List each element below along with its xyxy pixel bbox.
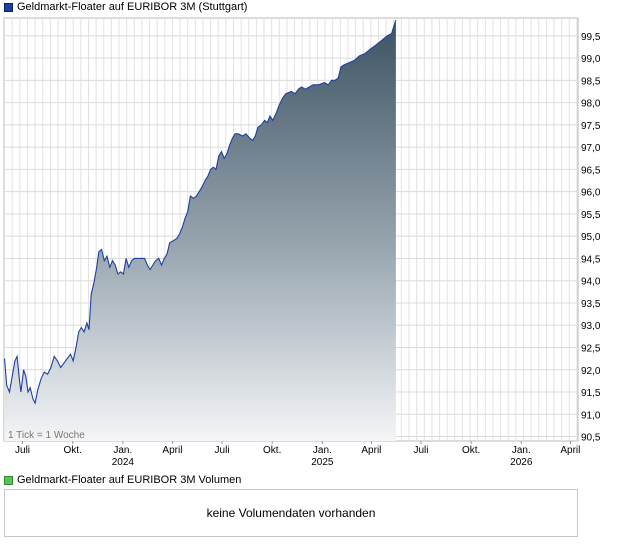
x-tick-label: Jan. <box>313 445 332 456</box>
price-line <box>3 20 397 405</box>
tick-interval-note: 1 Tick = 1 Woche <box>8 430 85 441</box>
price-legend-label: Geldmarkt-Floater auf EURIBOR 3M (Stuttg… <box>17 1 248 13</box>
volume-panel: keine Volumendaten vorhanden <box>4 489 578 537</box>
price-legend-swatch <box>4 2 13 12</box>
y-axis-labels: 90,5 91,0 91,5 92,0 92,5 93,0 93,5 94,0 94,5 95,0… <box>581 32 601 444</box>
y-tick-label: 96,5 <box>581 165 601 176</box>
y-tick-label: 95,5 <box>581 210 601 221</box>
x-tick-label: April <box>162 445 182 456</box>
y-tick-label: 91,0 <box>581 410 601 421</box>
price-area <box>4 20 396 441</box>
volume-legend-swatch <box>4 475 13 485</box>
volume-empty-message: keine Volumendaten vorhanden <box>206 506 376 520</box>
x-year-label: 2025 <box>311 457 334 468</box>
y-tick-label: 93,0 <box>581 321 601 332</box>
y-tick-label: 92,5 <box>581 343 601 354</box>
price-legend: Geldmarkt-Floater auf EURIBOR 3M (Stuttg… <box>4 0 247 14</box>
x-tick-label: April <box>361 445 381 456</box>
x-tick-label: Jan. <box>512 445 531 456</box>
y-tick-label: 98,5 <box>581 76 601 87</box>
y-tick-label: 94,0 <box>581 277 601 288</box>
y-tick-label: 91,5 <box>581 388 601 399</box>
y-tick-label: 94,5 <box>581 254 601 265</box>
y-tick-label: 95,0 <box>581 232 601 243</box>
x-tick-label: Okt. <box>263 445 281 456</box>
volume-legend: Geldmarkt-Floater auf EURIBOR 3M Volumen <box>4 473 241 487</box>
y-tick-label: 97,0 <box>581 143 601 154</box>
x-tick-label: Juli <box>414 445 429 456</box>
x-year-label: 2024 <box>112 457 135 468</box>
y-tick-label: 99,5 <box>581 32 601 43</box>
y-tick-label: 99,0 <box>581 54 601 65</box>
x-tick-label: April <box>560 445 580 456</box>
x-tick-label: Okt. <box>64 445 82 456</box>
y-tick-label: 97,5 <box>581 121 601 132</box>
x-tick-label: Jan. <box>113 445 132 456</box>
y-tick-label: 93,5 <box>581 299 601 310</box>
x-year-label: 2026 <box>510 457 533 468</box>
x-tick-label: Okt. <box>462 445 480 456</box>
y-tick-label: 90,5 <box>581 433 601 444</box>
x-tick-label: Juli <box>15 445 30 456</box>
x-tick-label: Juli <box>215 445 230 456</box>
y-tick-label: 96,0 <box>581 188 601 199</box>
y-tick-label: 92,0 <box>581 366 601 377</box>
volume-legend-label: Geldmarkt-Floater auf EURIBOR 3M Volumen <box>17 474 242 486</box>
price-chart: AKTI90,591,091,592,092,593,093,594,094,5… <box>3 17 601 468</box>
y-tick-label: 98,0 <box>581 99 601 110</box>
